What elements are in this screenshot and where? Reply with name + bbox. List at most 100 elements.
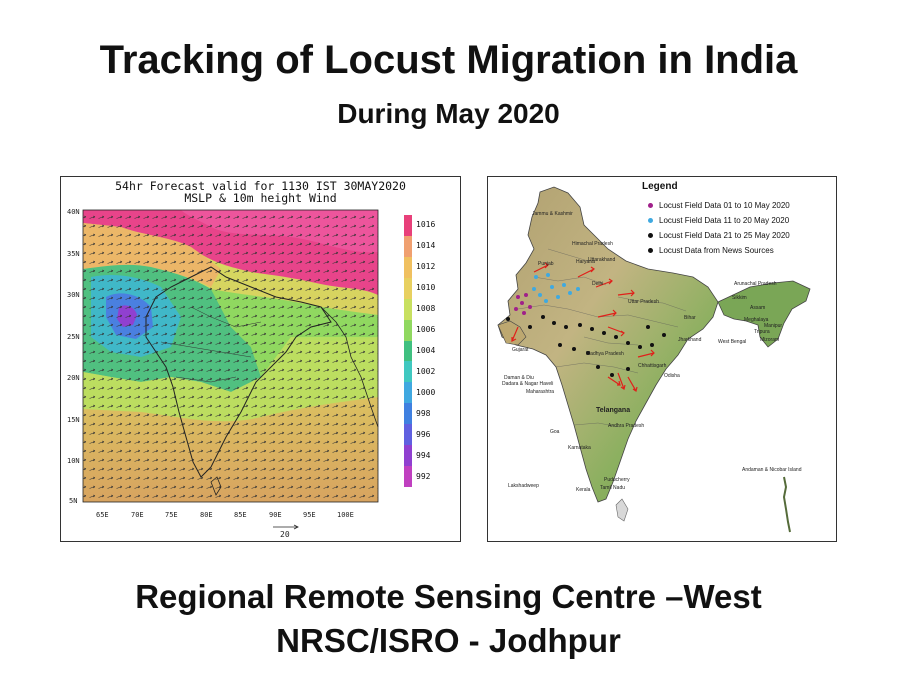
map-region-label: Dadara & Nagar Haveli	[502, 381, 554, 387]
colorbar-label: 996	[416, 429, 431, 439]
colorbar-segment	[404, 382, 412, 404]
map-region-label: Karnataka	[568, 445, 591, 451]
colorbar-segment	[404, 235, 412, 257]
locust-map-panel: Legend Locust Field Data 01 to 10 May 20…	[487, 176, 837, 542]
map-region-label: Daman & Diu	[504, 375, 534, 381]
map-region-label: Telangana	[596, 407, 631, 414]
lon-tick: 75E	[165, 511, 178, 519]
map-region-label: West Bengal	[718, 339, 747, 345]
map-region-label: Madhya Pradesh	[586, 351, 624, 357]
lon-tick: 100E	[337, 511, 354, 519]
india-locust-map	[497, 186, 811, 533]
colorbar-label: 994	[416, 450, 431, 460]
locust-points	[506, 273, 666, 377]
map-region-label: Haryana	[576, 259, 595, 265]
map-region-label: Puducherry	[604, 477, 630, 483]
lon-tick: 95E	[303, 511, 316, 519]
legend-dot-icon	[648, 233, 653, 239]
footer-line1: Regional Remote Sensing Centre –West	[135, 578, 762, 615]
map-region-label: Tripura	[754, 329, 770, 335]
lat-tick: 35N	[67, 250, 80, 258]
legend-dot-icon	[648, 218, 653, 224]
map-region-label: Kerala	[576, 487, 591, 493]
legend-dot-icon	[648, 203, 653, 209]
colorbar-label: 1012	[416, 262, 436, 272]
lat-tick: 25N	[67, 333, 80, 341]
colorbar-segment	[404, 424, 412, 446]
page-title: Tracking of Locust Migration in India	[99, 38, 798, 82]
colorbar-segment	[404, 277, 412, 299]
colorbar-label: 1006	[416, 325, 436, 335]
colorbar-segment	[404, 340, 412, 362]
lon-tick: 85E	[234, 511, 247, 519]
colorbar-label: 1016	[416, 220, 436, 230]
legend-item: Locust Field Data 11 to 20 May 2020	[648, 216, 789, 225]
colorbar-segment	[404, 403, 412, 425]
map-region-label: Sikkim	[732, 295, 747, 301]
map-region-label: Andaman & Nicobar Island	[742, 467, 802, 473]
map-region-label: Lakshadweep	[508, 483, 539, 489]
map-region-label: Uttar Pradesh	[628, 299, 659, 305]
map-region-label: Delhi	[592, 281, 604, 287]
legend-label: Locust Field Data 11 to 20 May 2020	[659, 216, 790, 225]
forecast-title-line2: MSLP & 10m height Wind	[184, 191, 337, 205]
map-region-label: Punjab	[538, 261, 554, 267]
colorbar-segment	[404, 466, 412, 487]
map-region-label: Himachal Pradesh	[572, 241, 613, 247]
map-region-label: Manipur	[764, 323, 783, 329]
colorbar-label: 1002	[416, 366, 436, 376]
migration-arrows	[511, 262, 655, 392]
legend-dot-icon	[648, 248, 653, 254]
map-region-label: Andhra Pradesh	[608, 423, 645, 429]
colorbar-label: 1008	[416, 304, 436, 314]
colorbar-label: 1004	[416, 346, 436, 355]
colorbar-segment	[404, 361, 412, 383]
lat-tick: 40N	[67, 208, 80, 216]
colorbar-label: 998	[416, 408, 431, 418]
lat-tick: 10N	[67, 457, 80, 465]
legend-label: Locust Field Data 01 to 10 May 2020	[659, 201, 790, 210]
colorbar-segment	[404, 319, 412, 341]
colorbar-label: 1010	[416, 283, 436, 293]
forecast-map	[82, 209, 379, 530]
lon-tick: 70E	[131, 511, 144, 519]
legend-title: Legend	[642, 181, 678, 192]
colorbar-segment	[404, 215, 412, 236]
lat-tick: 30N	[67, 291, 80, 299]
legend-label: Locust Field Data 21 to 25 May 2020	[659, 231, 790, 240]
footer-line2: NRSC/ISRO - Jodhpur	[276, 622, 621, 659]
forecast-map-panel: 54hr Forecast valid for 1130 IST 30MAY20…	[60, 176, 461, 542]
lon-tick: 65E	[96, 511, 109, 519]
page-subtitle: During May 2020	[337, 98, 560, 129]
lat-tick: 5N	[69, 497, 78, 505]
map-region-label: Maharashtra	[526, 389, 555, 395]
map-region-label: Tamil Nadu	[600, 485, 626, 491]
colorbar-segment	[404, 256, 412, 278]
lon-tick: 80E	[200, 511, 213, 519]
forecast-title-line1: 54hr Forecast valid for 1130 IST 30MAY20…	[115, 179, 406, 193]
map-region-label: Goa	[550, 429, 560, 435]
map-region-label: Odisha	[664, 373, 680, 379]
map-region-label: Arunachal Pradesh	[734, 281, 777, 287]
map-region-label: Jammu & Kashmir	[532, 211, 573, 217]
map-region-label: Bihar	[684, 315, 696, 321]
map-region-label: Assam	[750, 305, 766, 311]
colorbar-segment	[404, 445, 412, 467]
colorbar-segment	[404, 298, 412, 320]
legend-label: Locust Data from News Sources	[659, 246, 774, 255]
map-region-label: Jharkhand	[678, 337, 702, 343]
colorbar-label: 992	[416, 471, 431, 481]
map-region-label: Uttarakhand	[588, 257, 616, 263]
map-region-label: Mizoram	[760, 337, 780, 343]
wind-scale-label: 20	[280, 530, 290, 539]
lon-tick: 90E	[269, 511, 282, 519]
map-region-label: Gujarat	[512, 347, 529, 353]
legend-item: Locust Data from News Sources	[648, 246, 774, 255]
legend-item: Locust Field Data 01 to 10 May 2020	[648, 201, 790, 210]
map-region-label: Meghalaya	[744, 317, 769, 323]
colorbar-label: 1000	[416, 387, 436, 397]
lat-tick: 20N	[67, 374, 80, 382]
pressure-colorbar	[404, 215, 412, 487]
lat-tick: 15N	[67, 416, 80, 424]
map-region-label: Chhattisgarh	[638, 363, 667, 369]
